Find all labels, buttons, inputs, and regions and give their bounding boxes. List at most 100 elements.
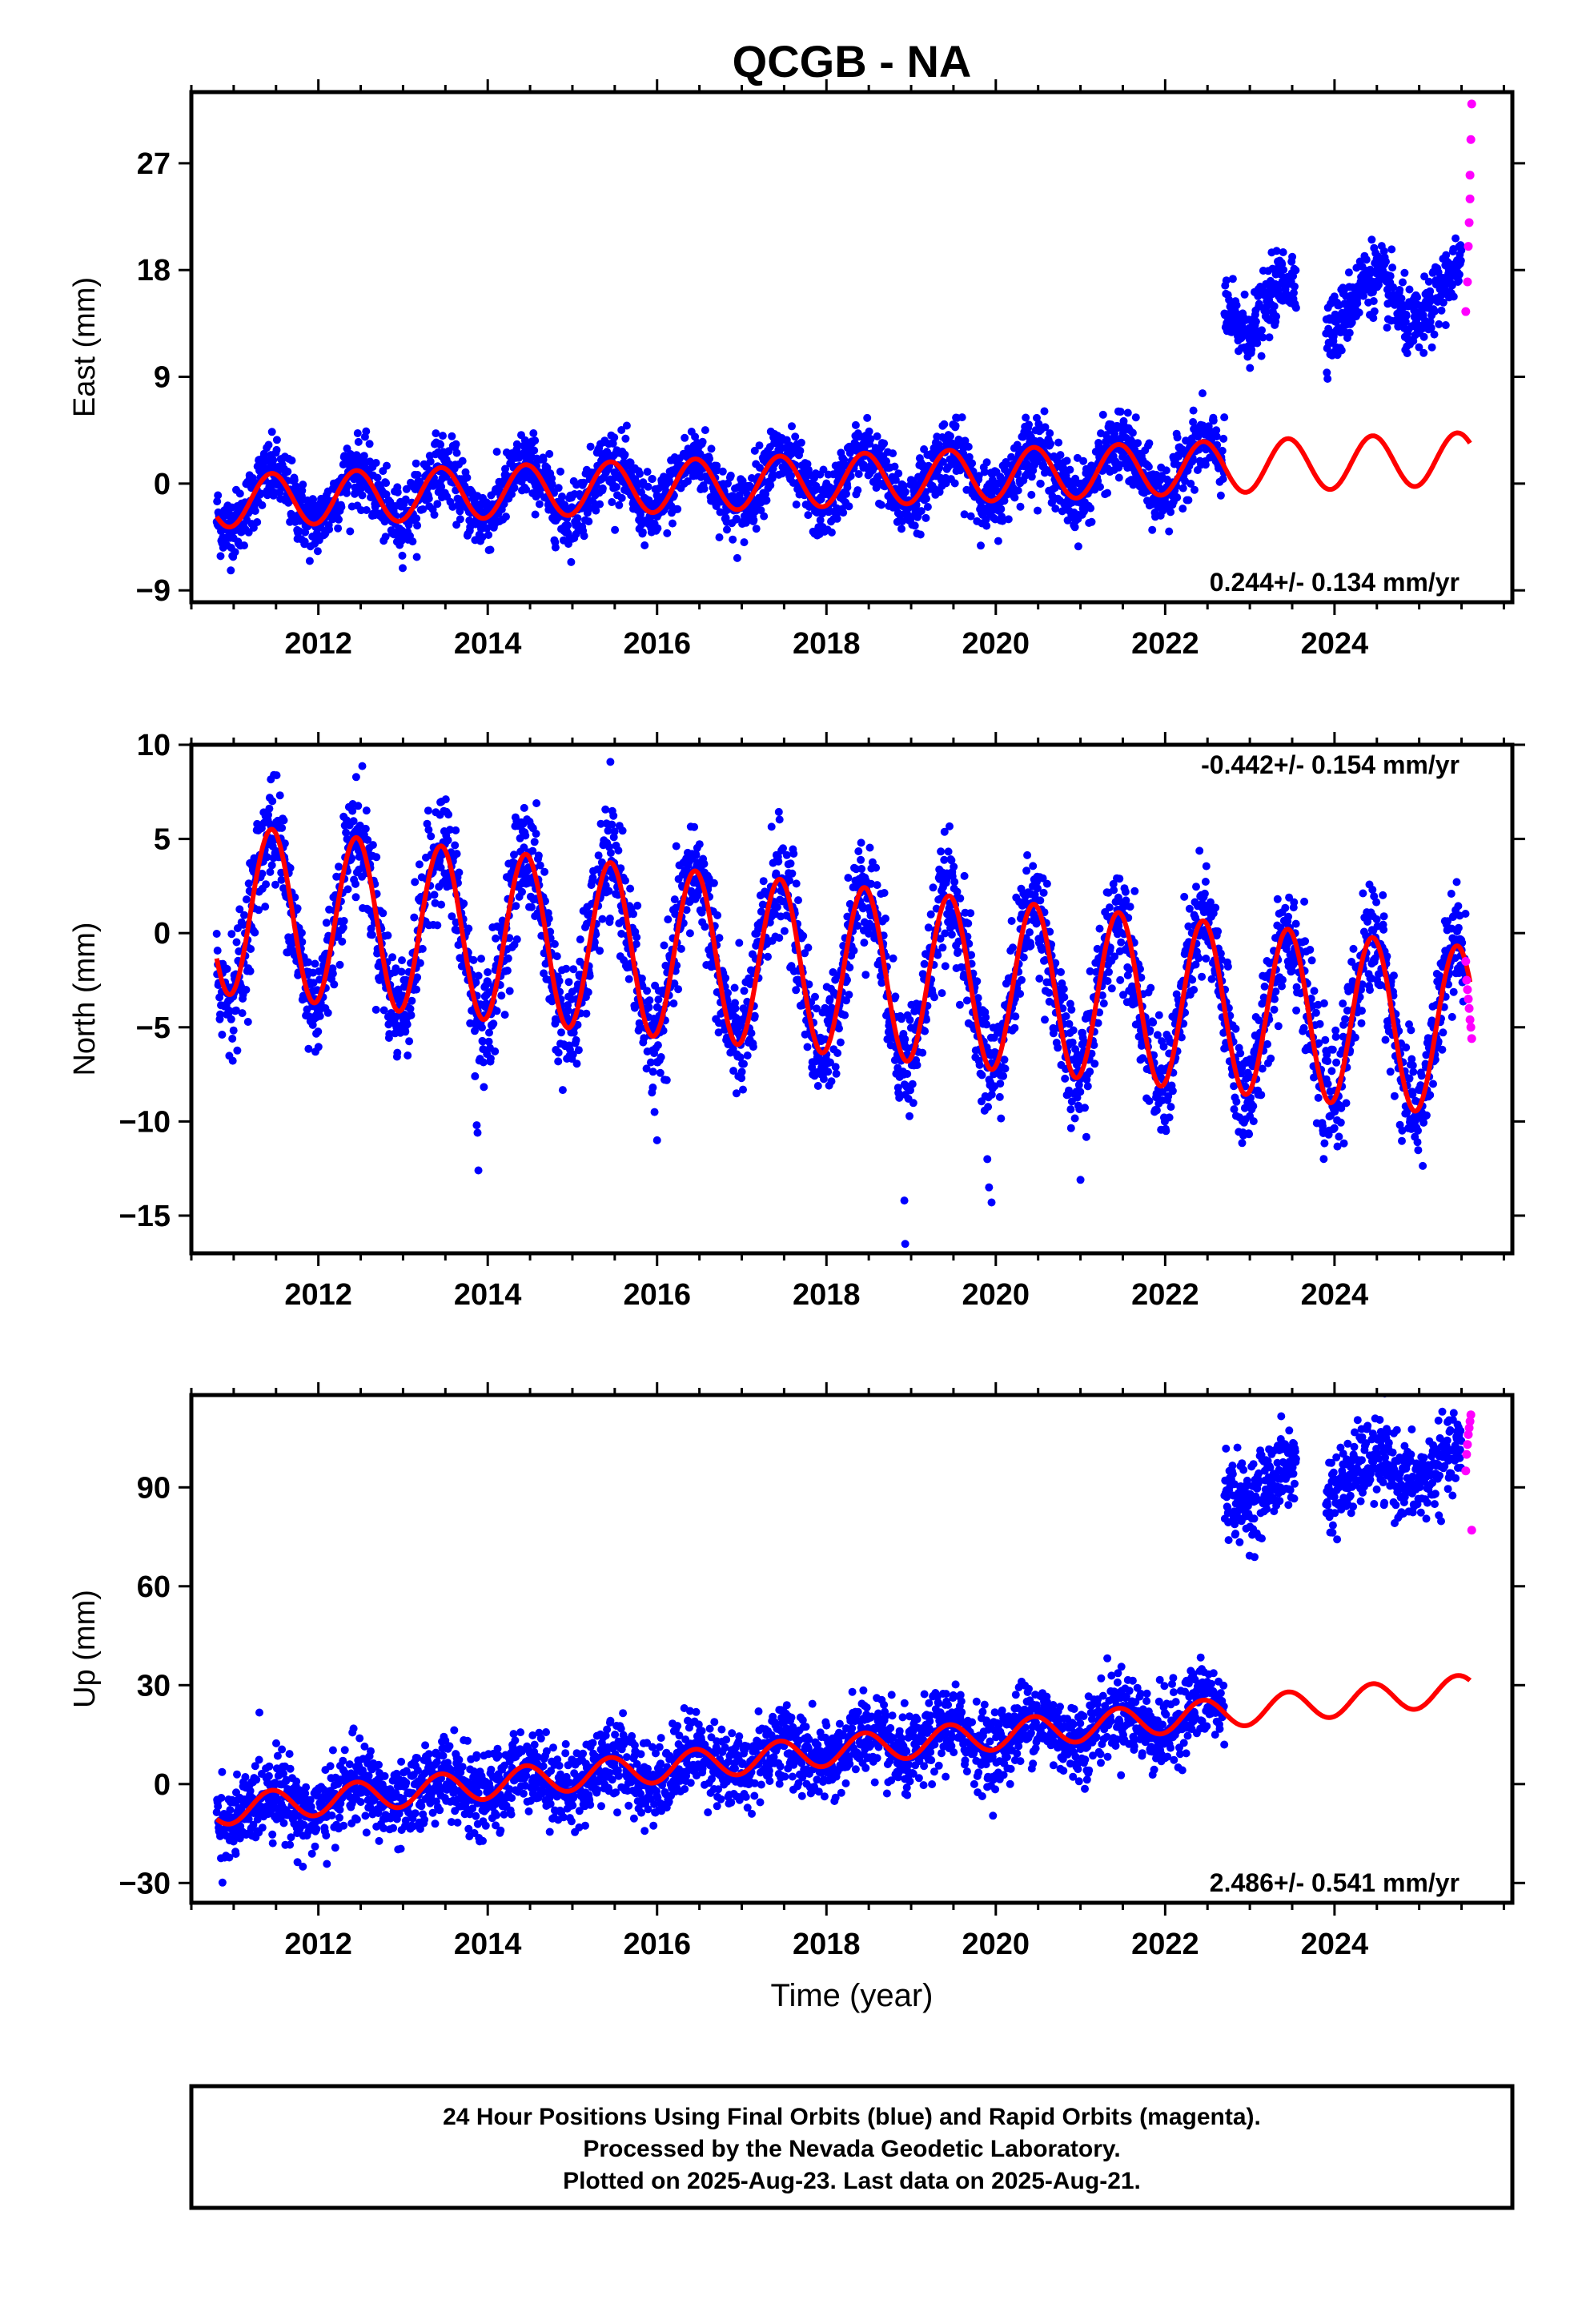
final-orbit-point — [606, 849, 615, 858]
x-tick-label: 2018 — [793, 627, 861, 661]
final-orbit-point — [265, 804, 274, 813]
final-orbit-point — [1290, 288, 1298, 297]
final-orbit-point — [424, 806, 432, 815]
final-orbit-point — [1345, 328, 1354, 337]
final-orbit-point — [705, 454, 714, 463]
final-orbit-point — [632, 479, 641, 488]
final-orbit-point — [532, 799, 541, 807]
final-orbit-point — [1098, 410, 1107, 419]
final-orbit-point — [325, 525, 334, 533]
final-orbit-point — [404, 1051, 412, 1059]
final-orbit-point — [594, 851, 603, 860]
final-orbit-point — [510, 484, 519, 493]
final-orbit-point — [486, 545, 495, 554]
final-orbit-point — [418, 944, 427, 953]
final-orbit-point — [1271, 279, 1279, 288]
final-orbit-point — [648, 1068, 657, 1076]
final-orbit-point — [213, 497, 222, 506]
final-orbit-point — [240, 911, 248, 919]
final-orbit-point — [477, 955, 485, 963]
final-orbit-point — [1291, 304, 1300, 312]
final-orbit-point — [548, 480, 556, 489]
final-orbit-point — [740, 987, 749, 995]
final-orbit-point — [562, 964, 571, 973]
final-orbit-point — [1439, 298, 1447, 307]
final-orbit-point — [1070, 523, 1079, 532]
final-orbit-point — [1370, 307, 1379, 316]
final-orbit-point — [724, 479, 732, 488]
final-orbit-point — [441, 795, 450, 804]
final-orbit-point — [228, 1035, 237, 1043]
final-orbit-point — [1454, 276, 1463, 285]
final-orbit-point — [696, 450, 705, 459]
final-orbit-point — [621, 434, 630, 443]
final-orbit-point — [1066, 465, 1074, 474]
final-orbit-point — [960, 510, 969, 519]
final-orbit-point — [535, 500, 544, 509]
final-orbit-point — [398, 956, 406, 965]
final-orbit-point — [804, 465, 813, 474]
final-orbit-point — [731, 1004, 740, 1013]
final-orbit-point — [643, 987, 652, 995]
final-orbit-point — [1014, 486, 1022, 495]
final-orbit-point — [228, 1056, 237, 1065]
final-orbit-point — [644, 1003, 653, 1011]
final-orbit-point — [1080, 507, 1088, 516]
plot-frame — [189, 90, 1515, 605]
final-orbit-point — [951, 421, 960, 430]
final-orbit-point — [530, 446, 539, 455]
final-orbit-point — [334, 524, 343, 533]
final-orbit-point — [368, 841, 377, 850]
final-orbit-point — [1251, 317, 1260, 326]
final-orbit-point — [580, 532, 588, 541]
final-orbit-point — [383, 931, 392, 940]
final-orbit-point — [584, 988, 592, 996]
final-orbit-point — [388, 953, 397, 962]
final-orbit-point — [436, 440, 445, 449]
final-orbit-point — [1027, 490, 1036, 499]
final-orbit-point — [780, 927, 789, 935]
final-orbit-point — [1288, 252, 1297, 261]
final-orbit-point — [1258, 326, 1266, 335]
final-orbit-point — [1162, 466, 1170, 475]
final-orbit-point — [412, 553, 421, 561]
final-orbit-point — [632, 933, 641, 942]
final-orbit-point — [733, 553, 741, 562]
rapid-orbit-point — [1463, 277, 1472, 287]
final-orbit-point — [343, 481, 352, 490]
final-orbit-point — [463, 473, 472, 482]
final-orbit-point — [604, 887, 613, 895]
final-orbit-point — [555, 976, 564, 985]
final-orbit-point — [362, 806, 371, 815]
final-orbit-point — [833, 514, 841, 523]
final-orbit-point — [455, 495, 464, 504]
final-orbit-point — [439, 432, 447, 440]
final-orbit-point — [573, 514, 582, 523]
final-orbit-point — [1240, 290, 1249, 299]
final-orbit-point — [534, 851, 543, 860]
final-orbit-point — [1401, 317, 1410, 326]
final-orbit-point — [399, 564, 407, 573]
final-orbit-point — [788, 422, 796, 431]
final-orbit-point — [1216, 491, 1225, 500]
final-orbit-point — [629, 910, 637, 919]
final-orbit-point — [358, 762, 367, 770]
final-orbit-point — [1103, 489, 1112, 497]
final-orbit-point — [1442, 251, 1451, 259]
final-orbit-point — [531, 510, 540, 519]
final-orbit-point — [232, 1006, 240, 1015]
final-orbit-point — [1431, 307, 1439, 316]
final-orbit-point — [416, 959, 424, 967]
final-orbit-points — [212, 758, 1470, 1170]
final-orbit-point — [792, 501, 801, 509]
final-orbit-point — [1386, 271, 1395, 280]
final-orbit-point — [512, 935, 521, 943]
final-orbit-point — [1379, 247, 1388, 255]
final-orbit-point — [486, 1054, 495, 1063]
final-orbit-point — [492, 934, 500, 943]
final-orbit-point — [1144, 462, 1153, 471]
final-orbit-point — [1362, 255, 1371, 264]
final-orbit-point — [261, 903, 270, 911]
final-orbit-point — [660, 941, 669, 950]
